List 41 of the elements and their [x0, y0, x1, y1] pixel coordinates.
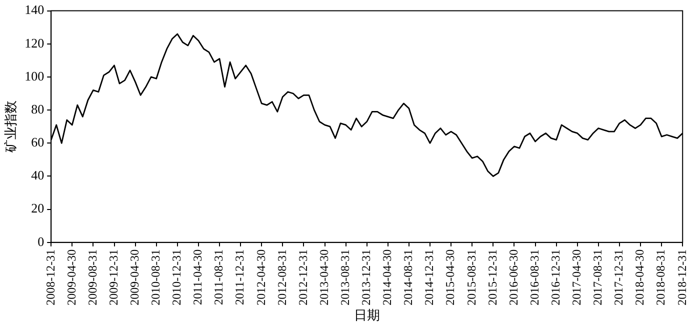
x-axis-title: 日期 [354, 308, 380, 323]
y-axis-title: 矿业指数 [3, 100, 18, 154]
x-tick-label: 2017-08-31 [590, 249, 605, 306]
y-tick-label: 20 [31, 200, 44, 216]
x-tick-label: 2013-12-31 [359, 249, 374, 306]
y-tick-label: 140 [24, 2, 44, 18]
x-tick-label: 2008-12-31 [43, 249, 58, 306]
y-tick-label: 120 [24, 35, 44, 50]
x-tick-label: 2018-08-31 [654, 249, 668, 306]
x-tick-label: 2009-08-31 [85, 249, 100, 306]
x-tick-label: 2014-12-31 [422, 249, 436, 306]
x-tick-label: 2012-12-31 [296, 249, 310, 306]
x-tick-label: 2016-12-31 [548, 249, 562, 306]
x-tick-label: 2014-04-30 [380, 249, 394, 306]
x-tick-label: 2009-04-30 [127, 249, 142, 306]
x-tick-label: 2011-12-31 [232, 249, 247, 305]
x-tick-label: 2012-08-31 [274, 249, 289, 306]
x-tick-label: 2013-04-30 [316, 249, 331, 306]
y-tick-label: 80 [31, 101, 44, 116]
x-tick-label: 2018-12-31 [674, 249, 689, 306]
x-tick-label: 2014-08-31 [401, 249, 416, 306]
y-tick-label: 0 [38, 234, 44, 249]
y-tick-label: 60 [31, 134, 44, 150]
x-tick-label: 2012-04-30 [254, 249, 268, 306]
x-tick-label: 2015-08-31 [464, 249, 478, 306]
x-tick-label: 2011-08-31 [212, 249, 226, 305]
x-tick-label: 2010-12-31 [170, 249, 184, 306]
x-tick-label: 2015-04-30 [443, 249, 458, 306]
x-tick-label: 2009-12-31 [106, 249, 120, 306]
x-tick-label: 2010-08-31 [148, 249, 163, 306]
y-tick-label: 40 [31, 168, 44, 183]
x-tick-label: 2016-06-30 [506, 249, 520, 306]
x-tick-label: 2011-04-30 [190, 249, 205, 305]
x-tick-label: 2016-08-31 [527, 249, 542, 306]
y-tick-label: 100 [24, 68, 44, 84]
x-tick-label: 2017-04-30 [570, 249, 584, 306]
x-tick-label: 2009-04-30 [64, 249, 78, 306]
x-tick-label: 2017-12-31 [612, 249, 626, 306]
x-tick-label: 2015-12-31 [485, 249, 500, 306]
x-tick-label: 2013-08-31 [338, 249, 352, 306]
x-tick-label: 2018-04-30 [632, 249, 647, 306]
